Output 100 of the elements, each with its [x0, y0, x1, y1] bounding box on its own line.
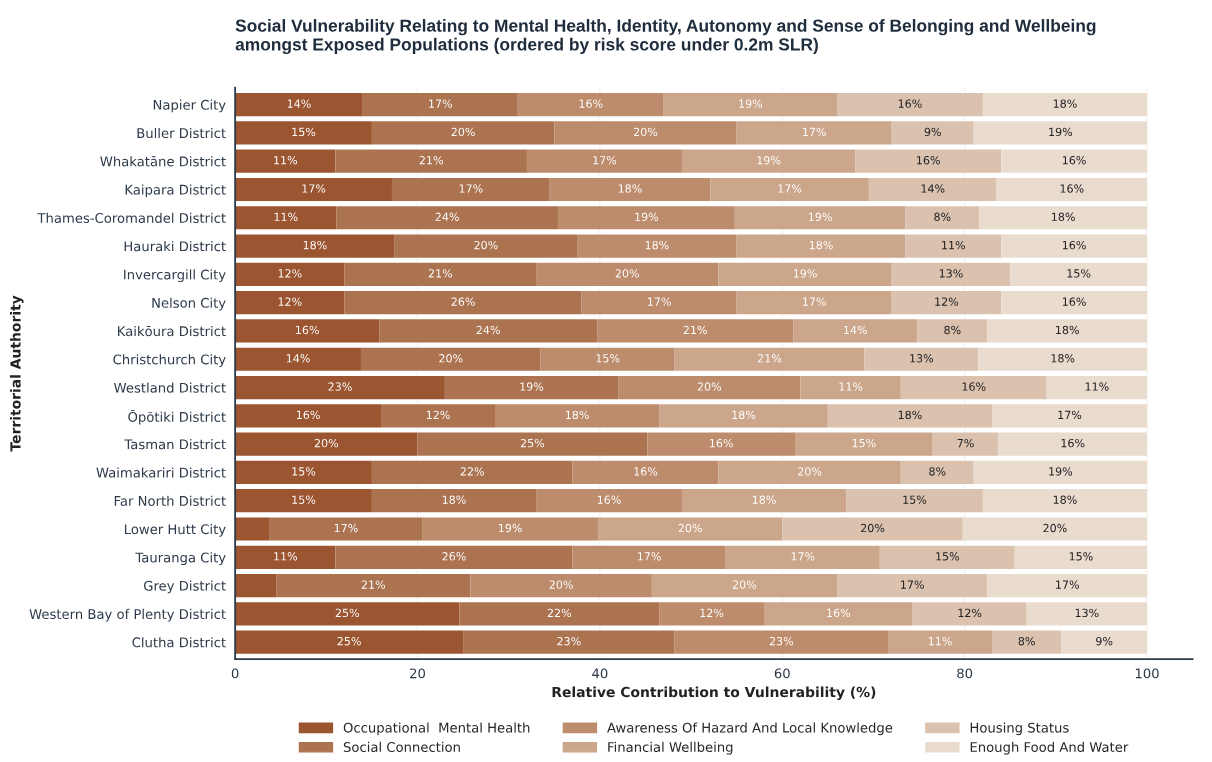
data-label: 12% [278, 297, 302, 306]
data-label: 9% [1096, 636, 1113, 646]
data-label: 13% [1075, 608, 1099, 618]
bar [987, 573, 1148, 598]
bar [235, 206, 337, 230]
y-tick-label: Tasman District [124, 439, 226, 450]
data-label: 24% [435, 212, 459, 221]
bar [734, 206, 906, 230]
bar [864, 347, 979, 371]
data-label: 8% [1018, 636, 1035, 646]
bar [235, 545, 336, 569]
bar [900, 460, 974, 484]
bar [846, 489, 983, 513]
data-label: 16% [1061, 438, 1085, 448]
data-label: 19% [793, 269, 817, 278]
bar [736, 121, 892, 145]
data-label: 16% [296, 325, 319, 335]
bar [618, 375, 801, 400]
bar [235, 602, 460, 626]
bar [459, 602, 660, 626]
data-label: 16% [962, 382, 986, 391]
bar [235, 630, 464, 654]
bar [235, 573, 277, 598]
y-tick-label: Clutha District [132, 637, 226, 648]
bar [659, 602, 765, 626]
bar [663, 93, 837, 117]
bar [235, 234, 395, 258]
data-label: 16% [1062, 297, 1086, 306]
bar [674, 347, 865, 371]
legend-label: Financial Wellbeing [608, 741, 733, 755]
bar [827, 404, 992, 428]
bar [572, 545, 726, 569]
data-label: 18% [1051, 354, 1075, 363]
bar [235, 319, 380, 343]
data-label: 13% [910, 354, 934, 363]
bar [912, 602, 1027, 626]
bar [597, 319, 794, 343]
data-label: 20% [314, 438, 339, 448]
bar [335, 149, 527, 173]
bar [710, 177, 869, 202]
legend-label: Social Connection [343, 741, 460, 753]
x-tick-label: 40 [592, 668, 608, 679]
legend-label: Occupational Mental Health [343, 722, 530, 736]
data-label: 19% [757, 156, 781, 165]
bar [982, 93, 1148, 117]
data-label: 14% [287, 99, 311, 108]
bar [536, 489, 682, 513]
data-label: 8% [934, 212, 951, 221]
data-label: 19% [739, 99, 763, 108]
y-tick-label: Invercargill City [124, 269, 226, 283]
data-label: 11% [1085, 382, 1109, 391]
data-label: 18% [1056, 325, 1079, 335]
data-label: 20% [732, 580, 757, 589]
data-label: 15% [596, 354, 620, 363]
data-label: 21% [419, 156, 443, 165]
data-label: 11% [274, 156, 298, 165]
data-label: 16% [1062, 156, 1086, 165]
bar [235, 177, 392, 202]
data-label: 18% [618, 184, 642, 193]
data-label: 8% [929, 467, 946, 476]
bar [900, 375, 1047, 400]
bar [235, 460, 372, 484]
data-label: 23% [328, 382, 352, 391]
data-label: 18% [1053, 99, 1077, 108]
bar [235, 404, 382, 428]
bar [991, 404, 1148, 428]
y-tick-label: Buller District [137, 127, 226, 139]
data-label: 19% [1049, 467, 1073, 476]
bar [764, 602, 913, 626]
bar [577, 234, 737, 258]
data-label: 16% [597, 495, 621, 504]
data-label: 20% [1043, 523, 1067, 533]
bar [362, 93, 518, 117]
bar [336, 206, 558, 230]
bar [674, 630, 889, 654]
bar [554, 121, 737, 145]
data-label: 17% [593, 156, 617, 165]
y-tick-label: Grey District [143, 580, 226, 594]
data-label: 12% [700, 608, 724, 618]
legend-label: Housing Status [970, 722, 1069, 736]
bar [1001, 149, 1148, 173]
data-label: 14% [286, 354, 310, 363]
data-label: 17% [1056, 580, 1079, 589]
bar [891, 262, 1011, 286]
data-label: 11% [274, 212, 298, 221]
data-label: 17% [791, 552, 815, 561]
data-label: 19% [1049, 127, 1073, 137]
bar [718, 460, 901, 484]
data-label: 16% [898, 99, 922, 108]
bar [379, 319, 598, 343]
bar [651, 573, 837, 598]
data-label: 18% [645, 240, 669, 250]
data-label: 15% [903, 495, 927, 504]
data-label: 17% [302, 184, 326, 193]
bar [855, 149, 1002, 173]
bar [235, 347, 361, 371]
bar [417, 432, 648, 456]
data-label: 17% [803, 127, 826, 137]
bar [371, 460, 573, 484]
bar [444, 375, 619, 400]
